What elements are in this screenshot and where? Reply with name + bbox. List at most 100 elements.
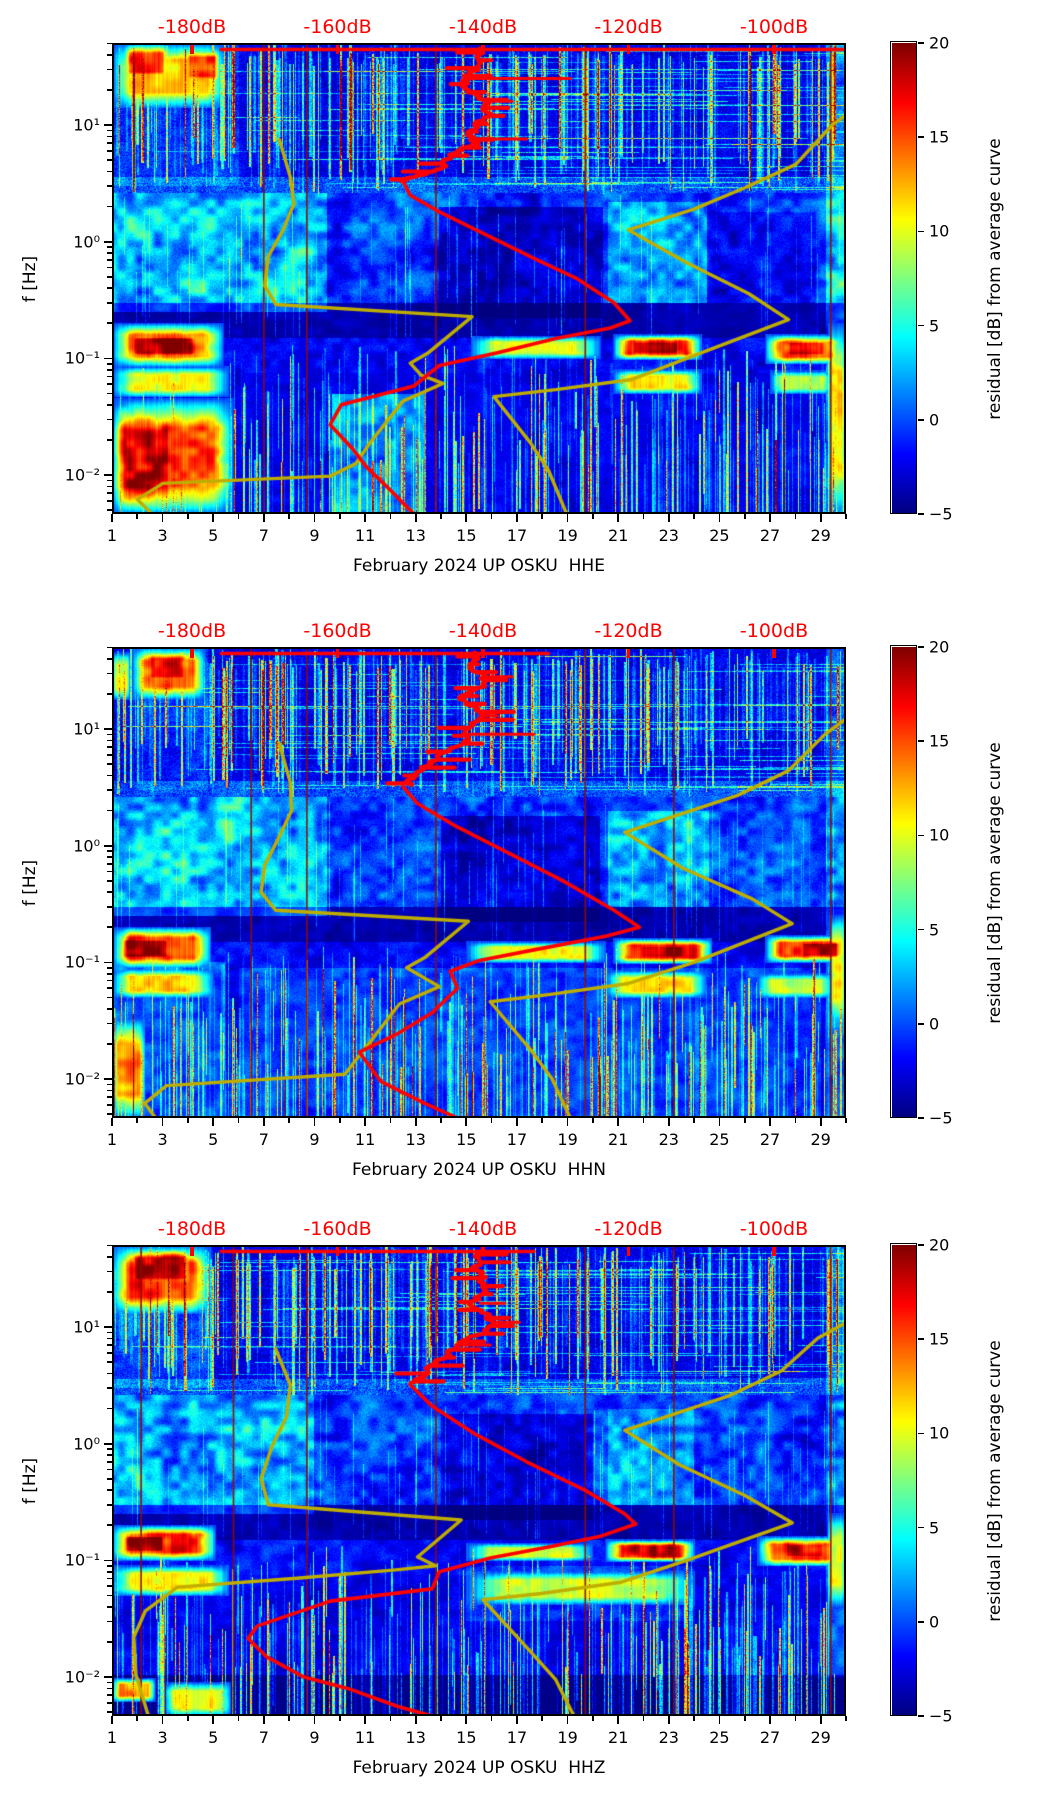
top-axis-tick (772, 649, 776, 658)
y-minor-tick (107, 1585, 112, 1588)
y-minor-tick (107, 1372, 112, 1375)
x-minor-tick (389, 1716, 392, 1721)
y-minor-tick (107, 1104, 112, 1106)
x-major-tick (516, 1118, 518, 1126)
colorbar-tick (918, 1620, 924, 1623)
x-minor-tick (338, 514, 341, 519)
x-tick-label: 29 (810, 1728, 831, 1747)
colorbar-tick-label: 0 (929, 1014, 940, 1034)
x-major-tick (364, 514, 366, 522)
y-minor-tick (107, 129, 112, 132)
top-axis-label: -180dB (157, 620, 227, 642)
y-tick-label: 10⁻² (64, 1069, 100, 1089)
x-minor-tick (288, 514, 290, 519)
top-axis-label: -140dB (448, 1218, 518, 1240)
y-axis-title: f [Hz] (20, 859, 40, 906)
y-minor-tick (107, 657, 112, 660)
x-tick-label: 25 (709, 526, 730, 545)
y-minor-tick (107, 404, 112, 406)
x-major-tick (414, 1716, 417, 1724)
y-minor-tick (107, 739, 112, 742)
x-major-tick (566, 514, 569, 522)
x-tick-label: 11 (354, 1130, 376, 1149)
colorbar-title: residual [dB] from average curve (985, 137, 1005, 420)
colorbar-tick (918, 740, 924, 743)
x-tick-label: 11 (354, 1728, 376, 1747)
y-major-tick (104, 1559, 112, 1562)
x-tick-label: 23 (658, 526, 679, 545)
y-axis-title: f [Hz] (20, 255, 40, 302)
y-minor-tick (107, 774, 112, 777)
colorbar-tick-label: 15 (929, 127, 950, 147)
colorbar-tick-label: 20 (929, 1235, 950, 1255)
x-minor-tick (794, 1716, 797, 1721)
y-minor-tick (107, 159, 112, 162)
y-minor-tick (107, 733, 112, 736)
y-minor-tick (107, 979, 112, 982)
y-minor-tick (107, 789, 112, 791)
x-tick-label: 13 (405, 1728, 426, 1747)
x-major-tick (263, 514, 265, 522)
y-minor-tick (107, 1711, 112, 1714)
top-axis-tick (335, 45, 340, 54)
x-tick-label: 1 (106, 526, 118, 545)
x-major-tick (465, 1716, 468, 1724)
colorbar-tick (918, 136, 924, 139)
x-major-tick (667, 1716, 670, 1724)
x-minor-tick (693, 1118, 695, 1123)
x-major-tick (516, 514, 518, 522)
x-tick-label: 23 (658, 1728, 679, 1747)
x-tick-label: 21 (608, 526, 629, 545)
x-minor-tick (743, 1716, 746, 1721)
x-minor-tick (440, 1118, 442, 1123)
colorbar-tick-label: 10 (929, 1423, 950, 1443)
colorbar-tick-label: 0 (929, 410, 940, 430)
y-minor-tick (107, 170, 112, 173)
x-minor-tick (642, 1716, 645, 1721)
y-minor-tick (107, 1564, 112, 1567)
y-tick-label: 10⁻¹ (64, 952, 100, 972)
colorbar-tick-label: −5 (929, 504, 953, 524)
x-minor-tick (845, 1118, 847, 1123)
y-minor-tick (107, 1387, 112, 1389)
colorbar-canvas (892, 1245, 917, 1716)
x-tick-label: 27 (759, 1728, 781, 1747)
spectrogram-panel-hhe: -180dB -160dB -140dB -120dB -100dB 10¹ 10⁰ 10⁻¹… (0, 16, 1052, 576)
top-axis-tick (626, 1247, 631, 1256)
x-minor-tick (440, 1716, 442, 1721)
top-axis-tick (481, 649, 485, 658)
y-minor-tick (107, 1681, 112, 1684)
y-minor-tick (107, 1244, 112, 1247)
y-minor-tick (107, 891, 112, 894)
x-tick-label: 9 (309, 1728, 320, 1747)
y-minor-tick (107, 1702, 112, 1704)
x-minor-tick (338, 1716, 341, 1721)
x-tick-label: 21 (608, 1728, 629, 1747)
x-tick-label: 3 (157, 526, 168, 545)
y-minor-tick (107, 1468, 112, 1471)
y-minor-tick (107, 856, 112, 858)
x-tick-label: 17 (506, 526, 528, 545)
x-tick-label: 5 (208, 1728, 219, 1747)
y-minor-tick (107, 492, 112, 495)
x-minor-tick (541, 1118, 544, 1123)
y-minor-tick (107, 905, 112, 908)
x-tick-label: 3 (157, 1728, 168, 1747)
y-minor-tick (107, 485, 112, 488)
y-minor-tick (107, 362, 112, 365)
y-minor-tick (107, 276, 112, 278)
top-axis-tick (190, 649, 194, 658)
y-minor-tick (107, 150, 112, 152)
x-major-tick (263, 1716, 265, 1724)
top-axis-label: -120dB (594, 620, 663, 642)
colorbar-tick (918, 324, 924, 327)
y-minor-tick (107, 870, 112, 873)
y-minor-tick (107, 1291, 112, 1293)
x-major-tick (263, 1118, 265, 1126)
top-axis-label: -160dB (303, 620, 372, 642)
colorbar-tick-label: 20 (929, 637, 950, 657)
x-minor-tick (237, 1716, 240, 1721)
y-minor-tick (107, 966, 112, 969)
y-major-tick (104, 1326, 112, 1328)
y-major-tick (104, 474, 112, 476)
